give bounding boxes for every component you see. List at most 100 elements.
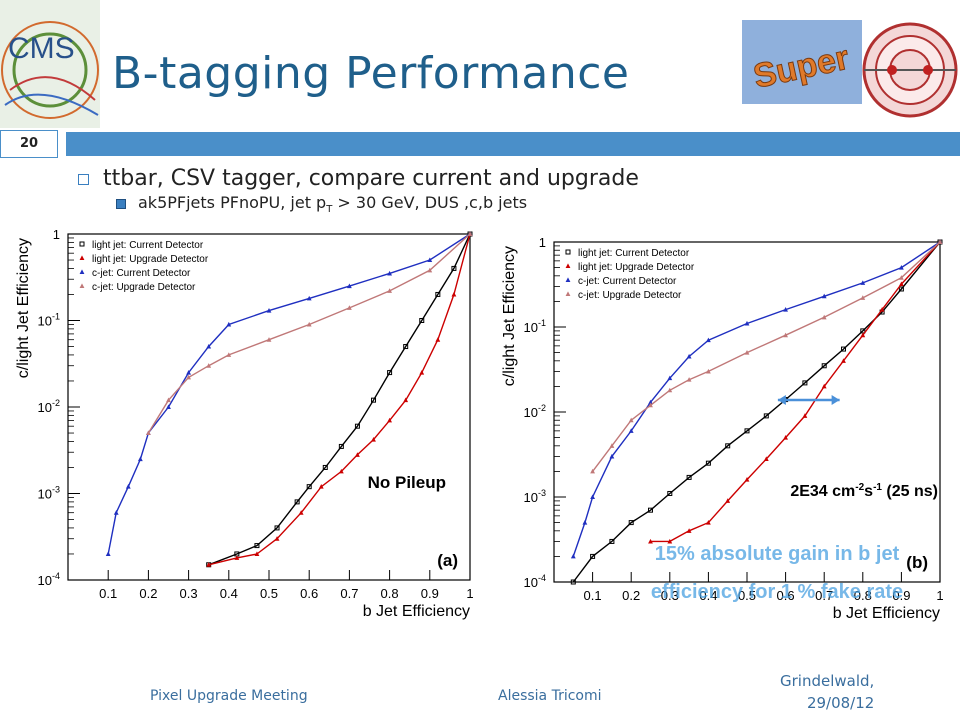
data-point [206,343,212,349]
slide-number: 20 [0,130,58,158]
data-point [763,456,769,461]
footer-author: Alessia Tricomi [498,688,602,704]
data-point [667,387,673,393]
data-point [744,477,750,482]
gain-arrow-head-right [831,395,840,405]
y-tick-label: 10-1 [524,318,546,335]
panel-label: (a) [437,551,458,570]
x-tick-label: 0.1 [99,586,117,601]
legend-marker [565,291,571,296]
y-tick-label: 10-2 [38,398,60,415]
data-point [186,369,191,375]
data-point [860,295,866,300]
data-point [590,553,596,559]
x-tick-label: 0.8 [381,586,399,601]
data-point [403,344,409,350]
data-point [254,543,260,549]
y-tick-label: 10-1 [38,312,60,329]
legend-marker [79,283,85,288]
data-point [802,413,808,418]
x-tick-label: 0.2 [139,586,157,601]
data-point [451,265,457,271]
data-point [427,267,433,273]
data-point [744,349,750,355]
data-point [226,321,232,327]
cms-logo-text: CMS [8,32,75,65]
pileup-annotation: No Pileup [368,473,446,492]
data-point [725,443,731,449]
data-point [371,397,377,403]
data-point [821,383,827,389]
data-point [306,321,312,327]
data-point [783,434,788,440]
x-tick-label: 0.9 [421,586,439,601]
data-point [294,499,300,505]
x-tick-label: 0.4 [699,588,717,603]
data-point [860,280,866,285]
x-tick-label: 0.3 [180,586,198,601]
data-point [206,363,212,368]
data-point [841,346,846,352]
legend-marker [79,269,85,274]
data-point [306,295,312,301]
lhc-logo [862,22,958,118]
y-axis-label: c/light Jet Efficiency [501,246,518,386]
x-tick-label: 1 [466,586,473,601]
bullet-2-sub: T [326,204,333,216]
bullet-2-post: > 30 GeV, DUS ,c,b jets [332,193,528,212]
y-tick-label: 1 [53,227,60,242]
data-point [355,452,360,457]
legend-entry: light jet: Current Detector [92,240,204,251]
bullet-1-text: ttbar, CSV tagger, compare current and u… [103,166,639,191]
data-point [387,370,393,376]
legend-entry: c-jet: Current Detector [92,268,191,279]
data-point [451,291,457,297]
data-point [338,443,344,449]
legend-entry: c-jet: Current Detector [578,276,677,287]
data-point [318,484,324,489]
data-point [590,494,595,499]
data-point [648,402,653,408]
data-point [582,519,588,525]
data-point [146,430,151,436]
x-tick-label: 0.6 [777,588,795,603]
data-point [387,417,392,423]
data-point [387,288,392,293]
data-point [899,264,904,270]
data-point [338,468,344,474]
header-bar [66,132,960,156]
data-point [274,536,280,541]
data-point [166,404,171,409]
data-point [648,507,653,513]
legend-marker [565,263,571,268]
legend-entry: light jet: Current Detector [578,248,690,259]
data-point [898,286,904,292]
x-tick-label: 0.7 [340,586,358,601]
data-point [274,525,280,531]
x-tick-label: 1 [936,588,943,603]
data-point [254,551,260,556]
data-point [686,377,692,382]
data-point [802,380,808,386]
gain-annotation-line: 15% absolute gain in b jet [655,543,900,565]
data-point [744,428,750,434]
data-point [403,397,409,403]
legend-entry: c-jet: Upgrade Detector [578,290,682,301]
data-point [166,397,171,403]
data-point [570,553,576,559]
y-tick-label: 10-2 [524,403,546,420]
data-point [306,484,312,490]
x-tick-label: 0.9 [892,588,910,603]
data-point [590,468,595,474]
data-point [628,417,634,423]
data-point [783,307,788,312]
y-axis-label: c/light Jet Efficiency [15,238,32,378]
data-point [648,538,653,544]
x-tick-label: 0.5 [260,586,278,601]
panel-label: (b) [906,553,928,572]
data-point [427,257,433,263]
y-tick-label: 10-4 [524,573,546,590]
footer-event: Pixel Upgrade Meeting [150,688,308,704]
data-point [705,460,711,466]
data-point [125,484,131,489]
